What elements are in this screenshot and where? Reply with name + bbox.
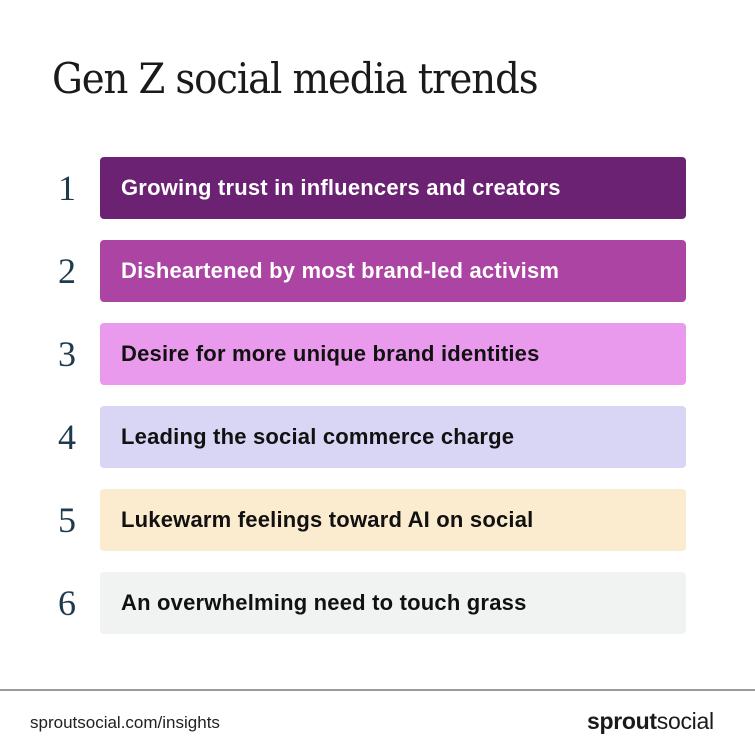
trend-number: 2	[58, 251, 76, 291]
sproutsocial-logo: sproutsocial	[587, 708, 714, 735]
trend-label: An overwhelming need to touch grass	[121, 590, 527, 615]
trend-row-1: 1 Growing trust in influencers and creat…	[0, 157, 755, 219]
trend-number: 6	[58, 583, 76, 623]
trend-number: 4	[58, 417, 76, 457]
trend-label: Growing trust in influencers and creator…	[121, 175, 561, 200]
trend-label: Lukewarm feelings toward AI on social	[121, 507, 534, 532]
trend-number: 3	[58, 334, 76, 374]
trend-row-6: 6 An overwhelming need to touch grass	[0, 572, 755, 634]
trend-bar: Leading the social commerce charge	[100, 406, 686, 468]
logo-bold-text: sprout	[587, 708, 657, 734]
footer-url: sproutsocial.com/insights	[30, 713, 220, 732]
trend-bar: An overwhelming need to touch grass	[100, 572, 686, 634]
trend-bar: Desire for more unique brand identities	[100, 323, 686, 385]
trend-number: 1	[58, 168, 76, 208]
page-title: Gen Z social media trends	[52, 54, 539, 103]
trend-row-4: 4 Leading the social commerce charge	[0, 406, 755, 468]
footer-divider	[0, 689, 755, 691]
trend-row-3: 3 Desire for more unique brand identitie…	[0, 323, 755, 385]
trend-label: Disheartened by most brand-led activism	[121, 258, 560, 283]
trend-label: Leading the social commerce charge	[121, 424, 515, 449]
trend-row-2: 2 Disheartened by most brand-led activis…	[0, 240, 755, 302]
trend-bar: Growing trust in influencers and creator…	[100, 157, 686, 219]
trend-label: Desire for more unique brand identities	[121, 341, 540, 366]
trend-number: 5	[58, 500, 76, 540]
trend-row-5: 5 Lukewarm feelings toward AI on social	[0, 489, 755, 551]
trend-bar: Disheartened by most brand-led activism	[100, 240, 686, 302]
logo-light-text: social	[656, 708, 714, 734]
trend-bar: Lukewarm feelings toward AI on social	[100, 489, 686, 551]
